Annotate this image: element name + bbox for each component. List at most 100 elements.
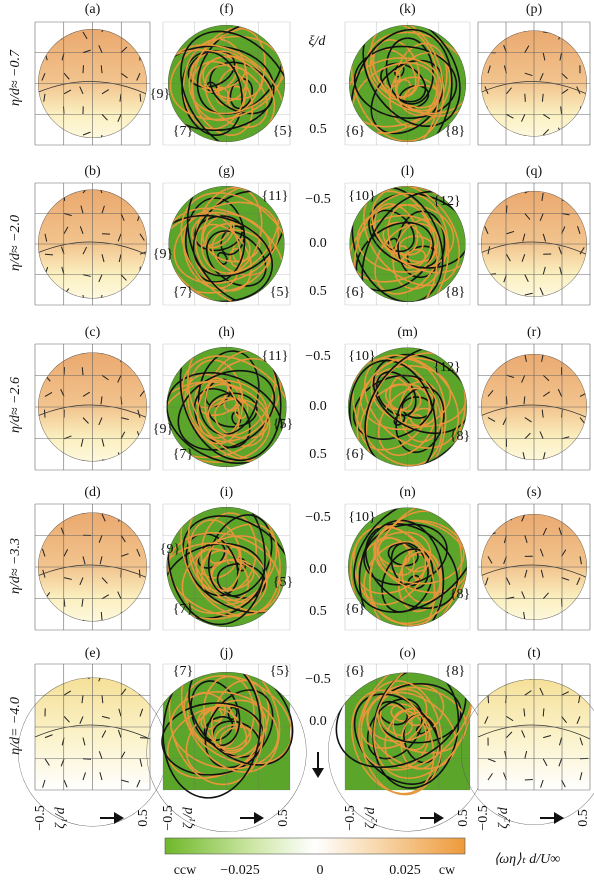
vector bbox=[140, 32, 147, 35]
panel bbox=[35, 22, 150, 145]
vector bbox=[580, 620, 587, 624]
vector bbox=[45, 254, 53, 255]
panel-label: (n) bbox=[399, 485, 416, 500]
axis-label: ζ₁/d bbox=[53, 806, 68, 828]
vector bbox=[80, 347, 83, 354]
panel-label: (r) bbox=[527, 325, 541, 340]
vortex-label: {12} bbox=[433, 360, 460, 375]
tick-label: 0.5 bbox=[309, 122, 327, 137]
vortex-label: {5} bbox=[273, 124, 293, 139]
tick-label: 0.5 bbox=[309, 284, 327, 299]
vortex-label: {11} bbox=[262, 349, 289, 364]
panel-label: (c) bbox=[85, 325, 101, 340]
colorbar-label: ⟨ωη⟩ₜ d/U∞ bbox=[494, 852, 560, 867]
vector bbox=[543, 620, 550, 624]
vortex-label: {5} bbox=[273, 417, 293, 432]
figure: (a)(b)(c)(d)(e)(f)(g)(h)(i)(j)(k)(l)(m)(… bbox=[0, 0, 594, 887]
tick-label: 0.0 bbox=[309, 399, 327, 414]
vector bbox=[488, 506, 489, 514]
tick-label: −0.5 bbox=[343, 805, 358, 830]
vortex-label: {8} bbox=[450, 429, 470, 444]
vector bbox=[506, 514, 511, 520]
vector bbox=[64, 193, 65, 201]
colorbar-tick: ccw bbox=[174, 863, 197, 878]
tick-label: 0.5 bbox=[456, 809, 471, 827]
panel bbox=[478, 22, 590, 145]
vector bbox=[580, 507, 583, 514]
panel-label: (k) bbox=[399, 2, 416, 17]
vector bbox=[45, 620, 52, 623]
panel bbox=[145, 156, 317, 329]
panel bbox=[478, 504, 590, 630]
row-label: η/d≈ −3.3 bbox=[8, 538, 23, 594]
vortex-label: {8} bbox=[445, 124, 465, 139]
panel bbox=[18, 664, 167, 827]
panel-image bbox=[156, 636, 313, 802]
panel bbox=[478, 344, 590, 470]
vector bbox=[64, 352, 72, 354]
vector bbox=[488, 32, 490, 40]
arrow-head bbox=[312, 768, 324, 778]
vector bbox=[45, 452, 46, 460]
tick-label: −0.5 bbox=[305, 672, 330, 687]
axis-label: ζ₂/d bbox=[496, 806, 511, 828]
vortex-label: {10} bbox=[348, 189, 375, 204]
vortex-label: {6} bbox=[345, 602, 365, 617]
vortex-label: {8} bbox=[450, 587, 470, 602]
vortex-label: {6} bbox=[345, 285, 365, 300]
vector bbox=[488, 674, 496, 676]
tick-label: 0.0 bbox=[309, 562, 327, 577]
colorbar-tick: 0 bbox=[317, 863, 324, 878]
panel bbox=[461, 664, 594, 825]
tick-label: −0.5 bbox=[305, 349, 330, 364]
vector bbox=[486, 367, 488, 375]
panel-image bbox=[335, 0, 491, 177]
vector bbox=[488, 189, 495, 193]
vortex-label: {9} bbox=[153, 247, 173, 262]
vector bbox=[64, 460, 68, 467]
tick-label: 0.0 bbox=[309, 236, 327, 251]
vortex-label: {9} bbox=[153, 422, 173, 437]
arrow-head bbox=[554, 812, 564, 824]
vortex-label: {7} bbox=[173, 447, 193, 462]
vector bbox=[485, 460, 488, 467]
vortex-label: {7} bbox=[173, 285, 193, 300]
vortex-label: {5} bbox=[273, 575, 293, 590]
vector bbox=[488, 695, 489, 703]
vector bbox=[559, 506, 561, 514]
colorbar-tick: −0.025 bbox=[220, 863, 259, 878]
vector bbox=[525, 94, 526, 102]
vector bbox=[140, 453, 144, 460]
vector bbox=[102, 349, 108, 354]
vector bbox=[522, 24, 525, 32]
vector bbox=[580, 49, 587, 52]
vector bbox=[580, 133, 588, 135]
colorbar bbox=[165, 838, 465, 854]
vector bbox=[140, 620, 145, 626]
vector bbox=[506, 612, 507, 620]
tick-label: 0.5 bbox=[276, 809, 291, 827]
vector bbox=[140, 128, 144, 135]
row-label: η/d≈ −2.0 bbox=[8, 215, 23, 271]
panel-label: (p) bbox=[526, 2, 543, 17]
vortex-label: {7} bbox=[173, 602, 193, 617]
vortex-label: {9} bbox=[150, 87, 170, 102]
vector bbox=[578, 206, 580, 214]
vector bbox=[488, 620, 493, 626]
vector bbox=[579, 599, 580, 607]
panel-label: (e) bbox=[85, 646, 101, 661]
tick-label: −0.5 bbox=[161, 805, 176, 830]
vortex-label: {8} bbox=[445, 285, 465, 300]
vector bbox=[121, 291, 128, 295]
panel bbox=[317, 633, 494, 832]
panel-label: (g) bbox=[218, 164, 235, 179]
panel-label: (q) bbox=[526, 164, 543, 179]
vector bbox=[506, 347, 510, 354]
vortex-label: {6} bbox=[345, 447, 365, 462]
vector bbox=[45, 514, 53, 516]
tick-label: 0.5 bbox=[576, 809, 591, 827]
tick-label: 0.5 bbox=[309, 447, 327, 462]
tick-label: −0.5 bbox=[305, 192, 330, 207]
vector bbox=[140, 527, 141, 535]
vortex-label: {12} bbox=[433, 194, 460, 209]
